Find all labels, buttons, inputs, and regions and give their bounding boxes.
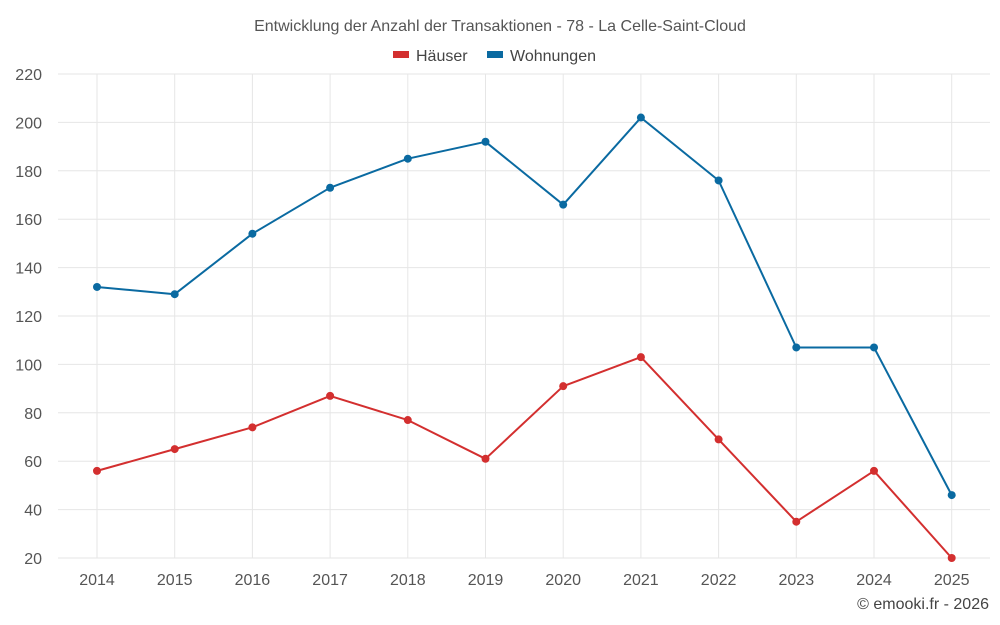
data-point-series-1[interactable] (93, 282, 101, 291)
x-tick-label: 2022 (701, 572, 737, 589)
data-point-series-0[interactable] (870, 466, 878, 475)
data-point-series-0[interactable] (947, 554, 956, 562)
y-tick-label: 160 (15, 212, 42, 229)
x-tick-label: 2025 (934, 572, 970, 589)
data-point-series-0[interactable] (248, 423, 257, 432)
data-point-series-1[interactable] (559, 200, 568, 209)
x-tick-label: 2019 (468, 572, 504, 589)
y-tick-label: 100 (15, 357, 42, 374)
data-point-series-1[interactable] (636, 113, 645, 122)
x-tick-label: 2015 (157, 572, 193, 589)
legend-item-haeuser[interactable]: Häuser (393, 48, 468, 65)
y-tick-label: 200 (15, 115, 42, 132)
data-point-series-0[interactable] (481, 454, 490, 463)
data-point-series-0[interactable] (559, 382, 568, 391)
series-line-1 (96, 116, 953, 496)
gridlines (58, 73, 990, 559)
chart-title: Entwicklung der Anzahl der Transaktionen… (254, 18, 746, 35)
data-point-series-1[interactable] (714, 176, 723, 185)
data-point-series-1[interactable] (248, 229, 257, 238)
data-point-series-0[interactable] (636, 353, 645, 362)
x-tick-label: 2016 (235, 572, 271, 589)
x-tick-label: 2014 (79, 572, 115, 589)
series-line-0 (96, 356, 953, 559)
y-tick-label: 80 (24, 406, 42, 423)
y-tick-label: 60 (24, 454, 42, 471)
y-tick-label: 120 (15, 309, 42, 326)
data-point-series-1[interactable] (792, 343, 801, 352)
x-tick-label: 2021 (623, 572, 659, 589)
data-point-series-1[interactable] (170, 290, 179, 299)
y-tick-label: 220 (15, 67, 42, 84)
data-point-series-0[interactable] (170, 445, 179, 454)
data-point-series-1[interactable] (403, 154, 412, 163)
data-point-series-1[interactable] (870, 343, 878, 352)
x-tick-label: 2024 (856, 572, 892, 589)
credit-text: © emooki.fr - 2026 (857, 596, 989, 613)
data-point-series-1[interactable] (947, 491, 956, 500)
x-tick-label: 2020 (545, 572, 581, 589)
y-tick-label: 140 (15, 261, 42, 278)
data-point-series-1[interactable] (481, 137, 490, 146)
data-point-series-0[interactable] (93, 466, 101, 475)
data-point-series-0[interactable] (403, 416, 412, 425)
legend-swatch-haeuser (393, 51, 409, 58)
legend-label-haeuser: Häuser (416, 48, 468, 65)
data-point-series-0[interactable] (792, 517, 801, 526)
data-point-series-1[interactable] (326, 183, 335, 192)
legend: Häuser Wohnungen (393, 48, 596, 65)
y-axis-ticks: 20 40 60 80 100 120 140 160 180 200 220 (15, 67, 42, 568)
data-point-series-0[interactable] (326, 391, 335, 400)
y-tick-label: 40 (24, 503, 42, 520)
series (93, 113, 956, 562)
x-tick-label: 2018 (390, 572, 426, 589)
legend-label-wohnungen: Wohnungen (510, 48, 596, 65)
x-axis-ticks: 2014 2015 2016 2017 2018 2019 2020 2021 2022 2023… (79, 572, 969, 589)
x-tick-label: 2023 (779, 572, 815, 589)
data-point-series-0[interactable] (714, 435, 723, 444)
y-tick-label: 20 (24, 551, 42, 568)
legend-item-wohnungen[interactable]: Wohnungen (487, 48, 596, 65)
y-tick-label: 180 (15, 164, 42, 181)
x-tick-label: 2017 (312, 572, 348, 589)
legend-swatch-wohnungen (487, 51, 503, 58)
